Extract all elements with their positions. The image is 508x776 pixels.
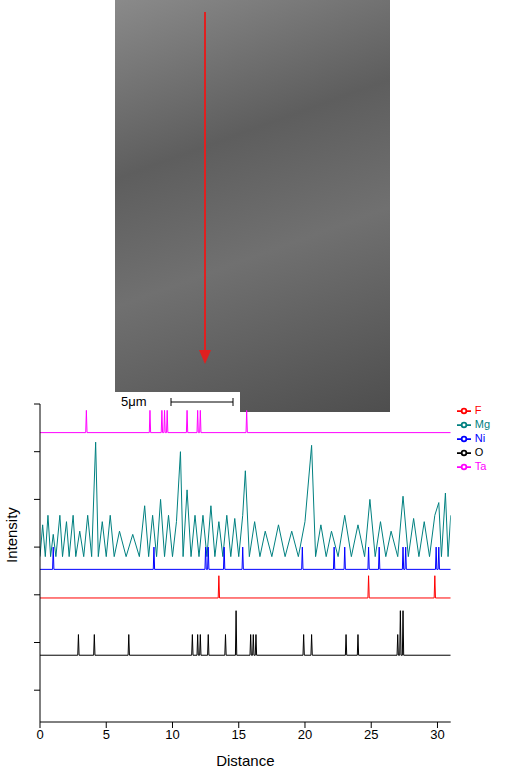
svg-text:Intensity: Intensity — [3, 507, 20, 563]
html-text:Mg: Mg — [474, 418, 490, 431]
svg-text:10: 10 — [165, 727, 179, 742]
html-text:O: O — [474, 446, 484, 459]
svg-text:0: 0 — [36, 727, 43, 742]
svg-text:15: 15 — [232, 727, 246, 742]
svg-text:30: 30 — [430, 727, 444, 742]
html-text:Ta: Ta — [474, 460, 487, 473]
svg-text:25: 25 — [364, 727, 378, 742]
html-text:Ni: Ni — [474, 432, 486, 445]
svg-text:5: 5 — [103, 727, 110, 742]
html-text:5μm: 5μm — [121, 394, 147, 409]
svg-text:Distance: Distance — [216, 752, 274, 769]
svg-text:20: 20 — [298, 727, 312, 742]
html-text:F: F — [474, 404, 482, 416]
